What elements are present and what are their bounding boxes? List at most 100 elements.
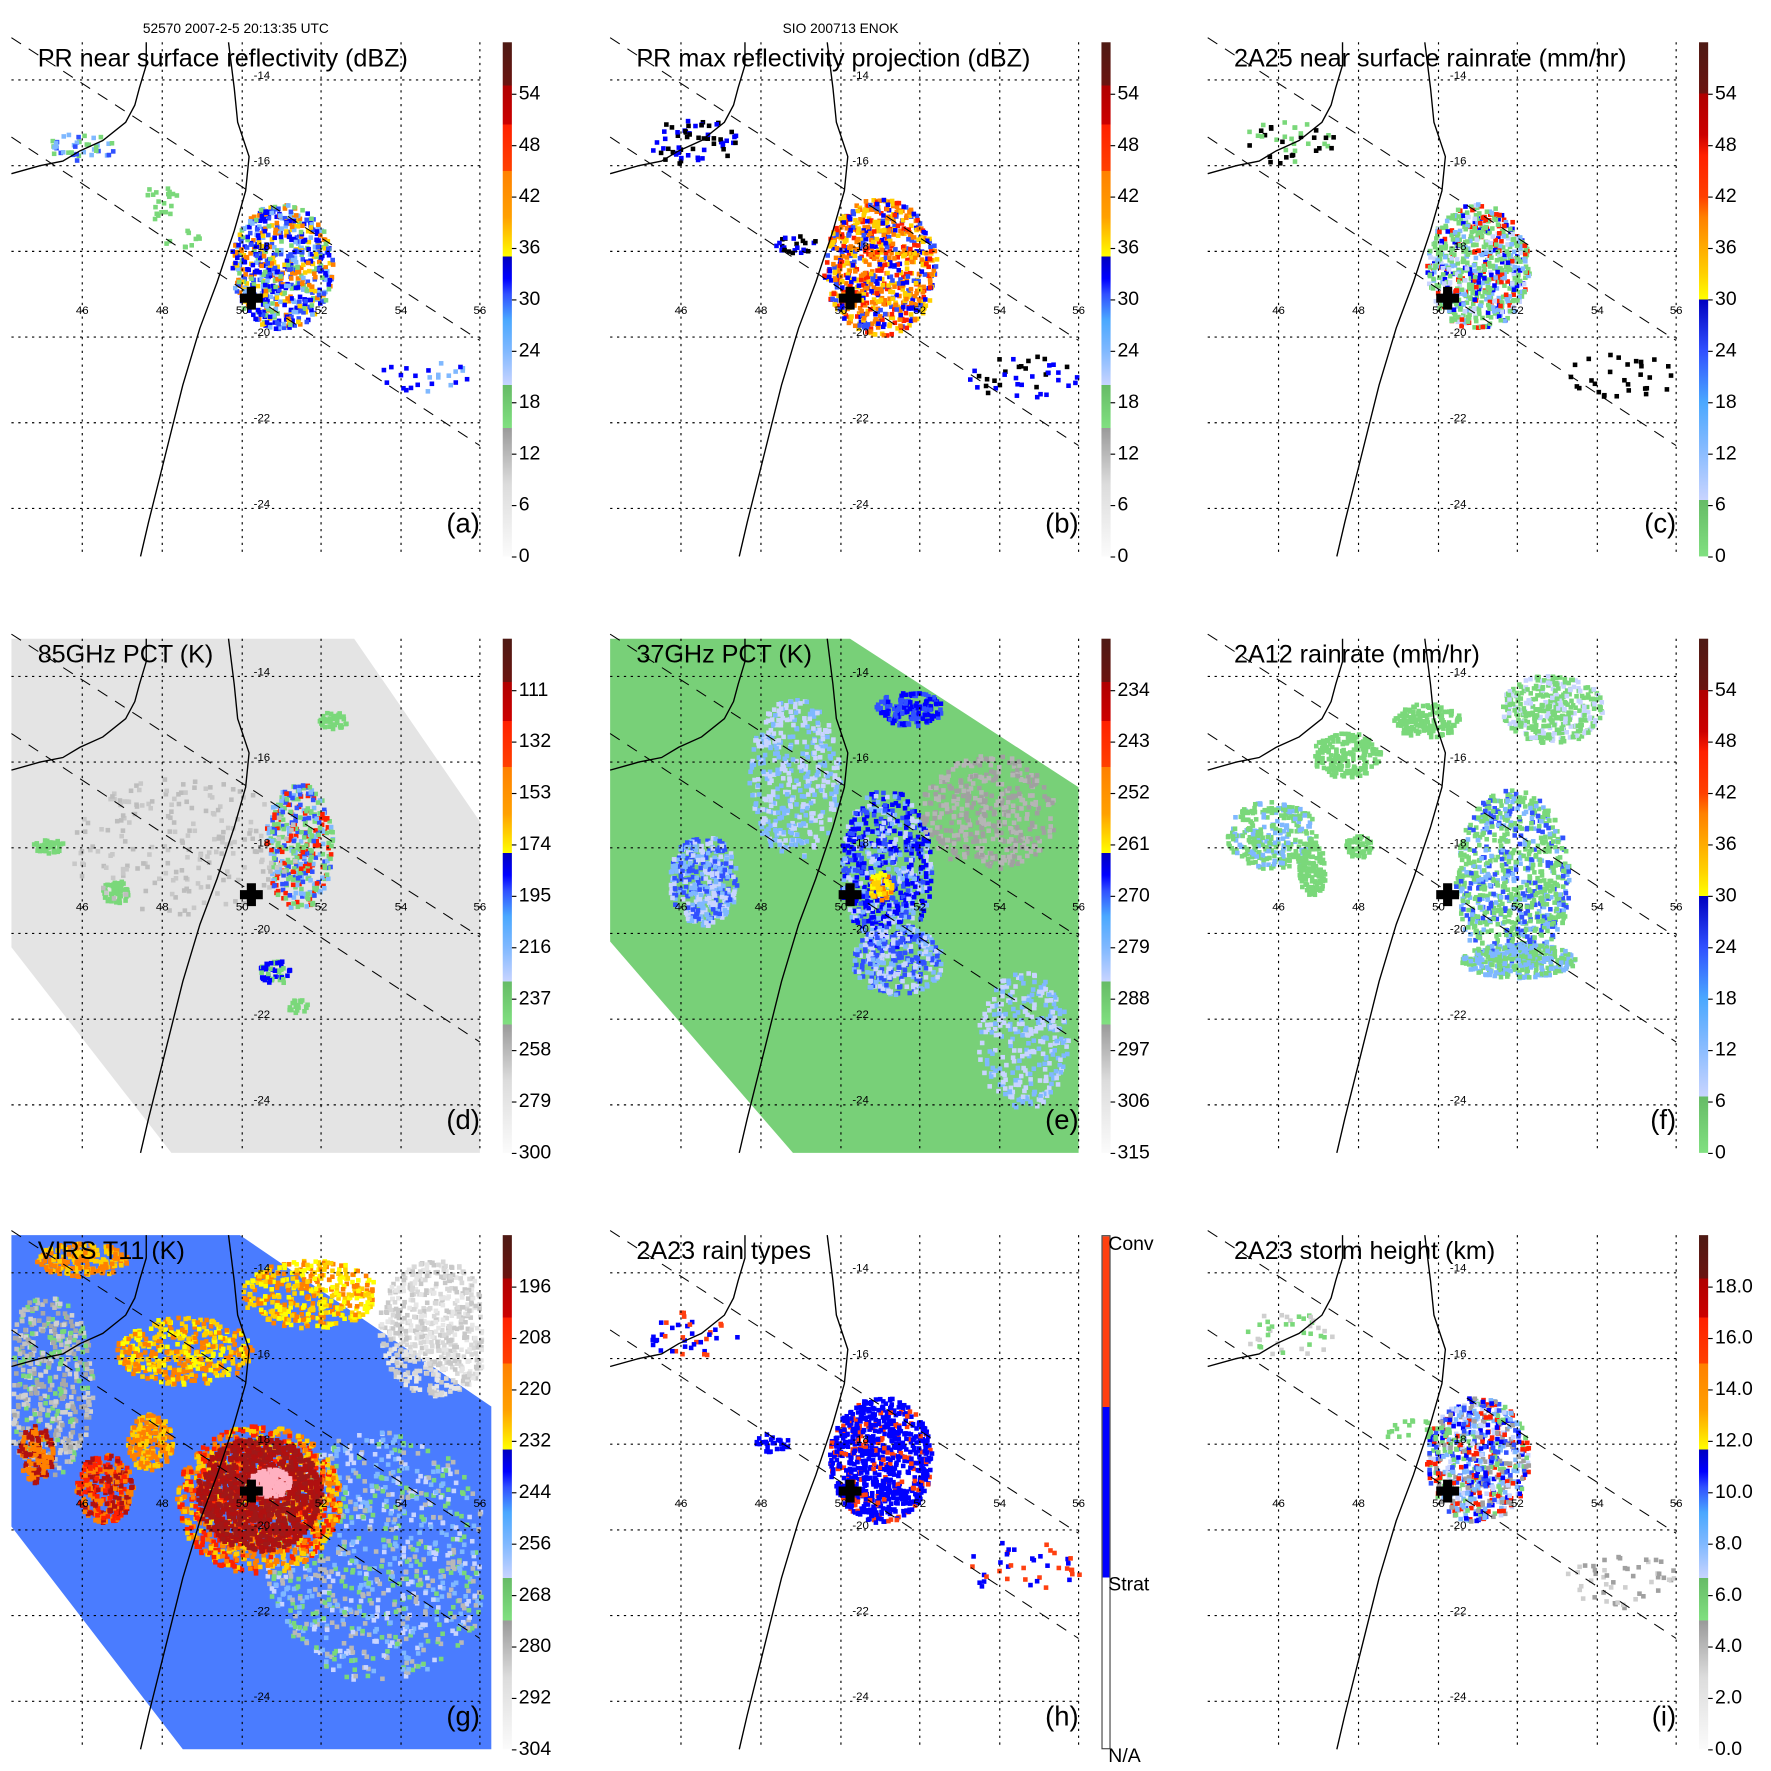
colorbar-label: 0 (1117, 545, 1129, 567)
precip-echo (31, 838, 66, 856)
precip-echo (1225, 800, 1319, 871)
colorbar-tick (1708, 1646, 1713, 1648)
colorbar (1101, 42, 1111, 557)
precip-echo (145, 186, 180, 222)
colorbar-tick (511, 895, 517, 897)
colorbar-tick (511, 1337, 517, 1340)
precip-echo (50, 132, 116, 163)
panel-title: 2A23 storm height (km) (1233, 1236, 1496, 1265)
panel-label: (d) (446, 1104, 480, 1136)
longitude-label: 46 (76, 305, 89, 317)
precip-echo (126, 1412, 176, 1473)
latitude-label: -18 (852, 1434, 869, 1446)
longitude-label: 46 (1272, 902, 1285, 914)
precip-echo (258, 959, 293, 986)
longitude-label: 56 (1072, 1498, 1085, 1510)
colorbar-label: 111 (518, 678, 549, 701)
colorbar-label: 216 (518, 935, 552, 958)
colorbar-tick (511, 1749, 517, 1751)
colorbar-label: 6 (1117, 493, 1129, 516)
precip-echo (668, 836, 740, 929)
precip-echo (74, 1452, 136, 1526)
colorbar-tick (511, 1152, 517, 1155)
colorbar-label: 54 (1117, 82, 1140, 104)
storm-center-cross-icon (1436, 883, 1460, 907)
colorbar-label: 24 (1715, 935, 1737, 958)
latitude-label: -20 (254, 1520, 270, 1532)
longitude-label: 56 (474, 1498, 487, 1510)
longitude-label: 46 (1272, 1498, 1285, 1510)
colorbar (1101, 1235, 1111, 1750)
map-canvas: 46 48 50 52 54 56 -14 -16 -18 -20 -22 -24 (11, 633, 486, 1154)
storm-center-cross-icon (838, 1479, 862, 1503)
colorbar-tick (511, 690, 517, 692)
pr-swath-edge (11, 1329, 481, 1639)
latitude-label: -14 (852, 666, 869, 678)
colorbar-tick (511, 145, 517, 147)
panel-title: PR near surface reflectivity (dBZ) (37, 43, 408, 72)
longitude-label: 50 (835, 902, 848, 914)
colorbar-tick (1110, 402, 1116, 404)
colorbar-tick (1708, 947, 1713, 949)
storm-center-cross-icon (838, 883, 862, 907)
colorbar-tick (1708, 998, 1713, 1000)
longitude-label: 46 (1272, 305, 1285, 317)
panel-label: (f) (1650, 1104, 1677, 1136)
coastline (1336, 638, 1447, 1154)
panel-title: 2A25 near surface rainrate (mm/hr) (1233, 43, 1627, 72)
longitude-label: 48 (1352, 305, 1365, 317)
colorbar-label: 18 (1715, 390, 1737, 413)
map-canvas: 46 48 50 52 54 56 -14 -16 -18 -20 -22 -24 (11, 1230, 492, 1750)
panel-label: (a) (446, 508, 480, 540)
colorbar-tick (511, 247, 517, 250)
colorbar-label: 234 (1117, 678, 1150, 701)
colorbar (1101, 638, 1111, 1153)
colorbar-tick (1708, 505, 1713, 507)
longitude-label: 48 (1352, 902, 1365, 914)
precip-echo (977, 971, 1071, 1110)
colorbar-label: 297 (1117, 1038, 1150, 1061)
coastline (738, 638, 849, 1154)
map-panel-h: 46 48 50 52 54 56 -14 -16 -18 -20 -22 -24 2A23 rain … (609, 1230, 1154, 1766)
latitude-label: -22 (852, 413, 869, 425)
precip-echo (17, 1424, 56, 1486)
pr-swath-edge (609, 633, 1079, 938)
colorbar-tick (1708, 741, 1713, 743)
colorbar-label: 12 (1715, 442, 1737, 464)
map-panel-a: 46 48 50 52 54 56 -14 -16 -18 -20 -22 -24 PR near su… (11, 37, 540, 567)
latitude-label: -18 (254, 241, 270, 253)
colorbar-label: 252 (1117, 781, 1150, 804)
longitude-label: 50 (236, 902, 249, 914)
colorbar-tick (511, 947, 517, 949)
colorbar-tick (1110, 556, 1116, 558)
longitude-label: 56 (474, 305, 487, 317)
longitude-label: 50 (236, 305, 249, 317)
colorbar (1699, 42, 1709, 557)
colorbar-label: 48 (518, 133, 541, 156)
colorbar-label: N/A (1108, 1744, 1141, 1767)
colorbar-label: 18 (1715, 987, 1737, 1009)
colorbar-label: 18 (518, 390, 541, 413)
coastline (139, 42, 250, 557)
latitude-label: -24 (254, 1095, 271, 1107)
latitude-label: -20 (852, 923, 869, 935)
panel-title: 85GHz PCT (K) (37, 639, 214, 669)
colorbar-label: 0 (1715, 1141, 1726, 1164)
colorbar-label: 300 (518, 1141, 552, 1164)
pr-swath-edge (609, 37, 1079, 341)
precip-echo (650, 1310, 740, 1358)
colorbar-label: 42 (1117, 185, 1140, 207)
colorbar-tick (1708, 1595, 1713, 1597)
colorbar-tick (1708, 402, 1713, 404)
colorbar-label: 16.0 (1715, 1326, 1753, 1349)
colorbar-label: 54 (1715, 82, 1737, 104)
latitude-label: -16 (254, 1348, 270, 1360)
colorbar-label: 315 (1117, 1141, 1150, 1164)
colorbar-label: 6.0 (1715, 1583, 1743, 1606)
map-panel-i: 46 48 50 52 54 56 -14 -16 -18 -20 -22 -24 2A23 storm… (1207, 1230, 1753, 1760)
longitude-label: 52 (315, 1498, 328, 1510)
colorbar-label: 4.0 (1715, 1635, 1743, 1657)
precip-echo (754, 1432, 791, 1455)
precip-echo (874, 691, 944, 729)
latitude-label: -22 (1450, 413, 1466, 425)
